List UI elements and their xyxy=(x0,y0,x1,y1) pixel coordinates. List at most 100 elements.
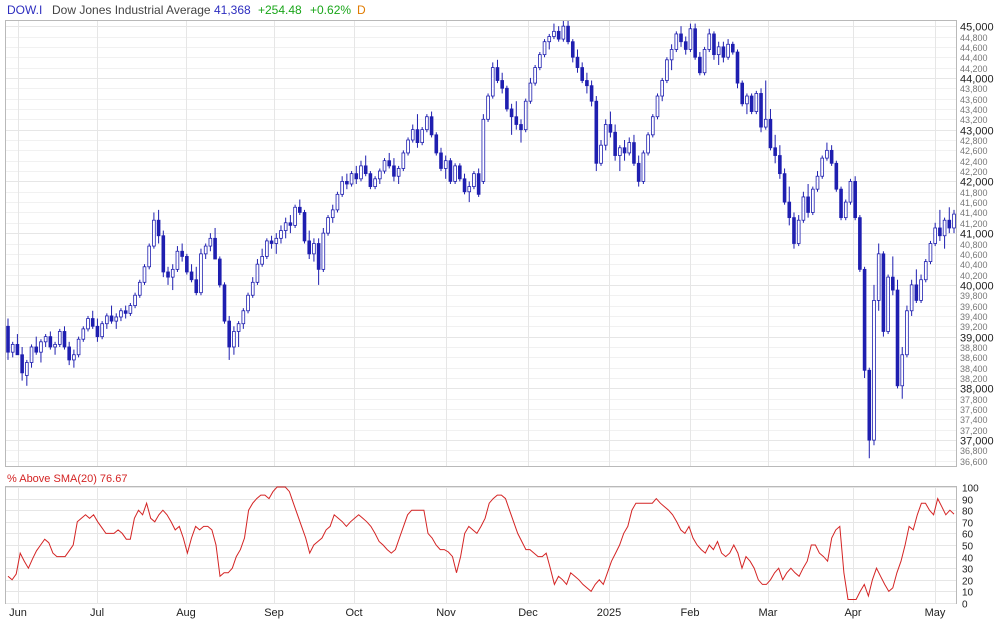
candle[interactable] xyxy=(288,215,293,234)
candle[interactable] xyxy=(613,124,617,161)
candle[interactable] xyxy=(702,46,707,76)
candle[interactable] xyxy=(15,334,20,356)
candle[interactable] xyxy=(716,41,721,65)
candle[interactable] xyxy=(853,176,857,221)
candle[interactable] xyxy=(646,132,650,156)
candle[interactable] xyxy=(293,204,297,228)
candle[interactable] xyxy=(533,64,537,86)
candle[interactable] xyxy=(34,336,39,355)
candle[interactable] xyxy=(928,240,933,265)
candle[interactable] xyxy=(307,230,312,260)
candle[interactable] xyxy=(467,181,472,203)
candle[interactable] xyxy=(674,31,679,53)
candle[interactable] xyxy=(161,230,166,278)
candle[interactable] xyxy=(410,124,415,143)
candle[interactable] xyxy=(326,215,330,236)
candle[interactable] xyxy=(114,313,119,329)
candle[interactable] xyxy=(265,238,269,260)
candle[interactable] xyxy=(881,251,886,337)
candle[interactable] xyxy=(782,168,787,205)
candle[interactable] xyxy=(128,303,133,316)
candle[interactable] xyxy=(217,256,222,288)
candle[interactable] xyxy=(363,155,368,177)
candle[interactable] xyxy=(260,248,264,267)
candle[interactable] xyxy=(269,235,274,249)
candle[interactable] xyxy=(95,318,100,342)
candle[interactable] xyxy=(105,313,109,329)
candle[interactable] xyxy=(213,227,217,260)
candle[interactable] xyxy=(476,168,481,197)
candle[interactable] xyxy=(72,349,76,368)
candle[interactable] xyxy=(194,266,199,296)
candle[interactable] xyxy=(599,140,603,166)
candle[interactable] xyxy=(858,215,862,272)
candle[interactable] xyxy=(589,80,594,107)
candle[interactable] xyxy=(829,145,834,166)
candle[interactable] xyxy=(876,243,881,311)
candle[interactable] xyxy=(547,33,552,50)
candle[interactable] xyxy=(815,171,820,192)
symbol-text[interactable]: DOW.I xyxy=(7,3,42,17)
candle[interactable] xyxy=(806,183,810,218)
candle[interactable] xyxy=(180,243,184,262)
candle[interactable] xyxy=(618,145,622,172)
candle[interactable] xyxy=(834,160,839,192)
candle[interactable] xyxy=(792,212,796,249)
candle[interactable] xyxy=(472,171,476,190)
candle[interactable] xyxy=(415,114,420,148)
candle[interactable] xyxy=(170,264,175,291)
candle[interactable] xyxy=(505,85,509,112)
candle[interactable] xyxy=(580,62,584,84)
candle[interactable] xyxy=(730,41,735,55)
candle[interactable] xyxy=(340,176,344,197)
candle[interactable] xyxy=(745,93,749,115)
candle[interactable] xyxy=(528,77,533,104)
candle[interactable] xyxy=(726,39,730,60)
candle[interactable] xyxy=(232,326,236,355)
candle[interactable] xyxy=(909,279,914,316)
candle[interactable] xyxy=(820,155,825,179)
candle[interactable] xyxy=(166,266,170,285)
candle[interactable] xyxy=(349,171,354,187)
candle[interactable] xyxy=(378,168,382,184)
candle[interactable] xyxy=(650,114,655,138)
candle[interactable] xyxy=(627,137,632,156)
candle[interactable] xyxy=(90,310,95,329)
candle[interactable] xyxy=(575,49,580,73)
candle[interactable] xyxy=(401,150,406,172)
candle[interactable] xyxy=(137,279,142,298)
candle[interactable] xyxy=(425,114,429,133)
candle[interactable] xyxy=(298,199,302,216)
candle[interactable] xyxy=(156,209,161,244)
candle[interactable] xyxy=(203,243,208,260)
candle[interactable] xyxy=(632,134,636,166)
candle[interactable] xyxy=(787,186,792,226)
candle[interactable] xyxy=(891,256,895,296)
candle[interactable] xyxy=(754,90,759,115)
candle[interactable] xyxy=(773,134,777,164)
candle[interactable] xyxy=(67,341,71,366)
candle[interactable] xyxy=(721,41,726,63)
candle[interactable] xyxy=(189,264,194,283)
candle[interactable] xyxy=(396,165,401,184)
candle[interactable] xyxy=(641,150,646,184)
candle[interactable] xyxy=(458,163,462,182)
candle[interactable] xyxy=(368,171,373,190)
candle[interactable] xyxy=(594,96,599,172)
candle[interactable] xyxy=(763,80,768,130)
candle[interactable] xyxy=(81,326,86,342)
candle[interactable] xyxy=(382,158,387,174)
candle[interactable] xyxy=(236,321,241,347)
candle[interactable] xyxy=(585,72,589,94)
candle[interactable] xyxy=(796,215,801,247)
candle[interactable] xyxy=(669,44,674,71)
candle[interactable] xyxy=(481,114,486,184)
candle[interactable] xyxy=(283,217,288,239)
candle[interactable] xyxy=(490,62,495,99)
candle[interactable] xyxy=(43,334,48,347)
candle[interactable] xyxy=(900,346,905,399)
candle[interactable] xyxy=(514,101,519,130)
candle[interactable] xyxy=(655,93,660,120)
candle[interactable] xyxy=(867,367,872,459)
candle[interactable] xyxy=(735,49,740,89)
